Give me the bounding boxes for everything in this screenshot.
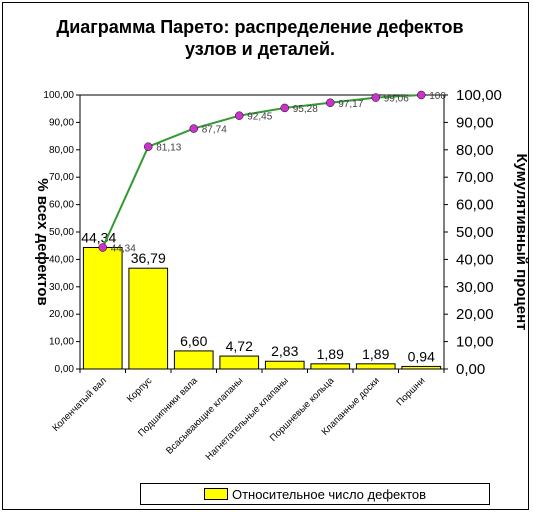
right-tick-label: 50,00: [456, 224, 494, 241]
cumulative-point: [326, 98, 335, 108]
cumulative-value-label: 81,13: [156, 143, 181, 154]
cumulative-value-label: 92,45: [247, 112, 272, 123]
cumulative-line: [101, 94, 422, 248]
right-tick-label: 100,00: [456, 87, 502, 104]
left-tick-label: 40,00: [49, 254, 74, 265]
bar-value-label: 2,83: [271, 343, 298, 359]
bar: [173, 350, 214, 370]
legend: Относительное число дефектов: [140, 483, 490, 505]
cumulative-point: [417, 90, 426, 100]
right-tick-label: 90,00: [456, 114, 494, 131]
bar: [82, 247, 123, 370]
right-tick-label: 70,00: [456, 169, 494, 186]
right-tick-label: 20,00: [456, 306, 494, 323]
bar: [264, 360, 305, 370]
category-label: Всасывающие клапаны: [164, 375, 245, 456]
legend-label: Относительное число дефектов: [231, 486, 427, 502]
category-label: Коленчатый вал: [50, 375, 108, 433]
cumulative-value-label: 100: [429, 91, 446, 102]
cumulative-value-label: 99,06: [384, 94, 409, 105]
cumulative-value-label: 97,17: [338, 99, 363, 110]
right-tick-label: 40,00: [456, 251, 494, 268]
cumulative-value-label: 95,28: [293, 104, 318, 115]
bar: [401, 365, 442, 370]
left-tick-label: 10,00: [49, 337, 74, 348]
chart-title: Диаграмма Парето: распределение дефектов…: [56, 17, 464, 59]
cumulative-point: [144, 142, 153, 151]
right-tick-label: 60,00: [456, 197, 494, 214]
cumulative-point: [235, 111, 244, 120]
bar-value-label: 44,34: [81, 230, 116, 246]
cumulative-point: [98, 243, 107, 252]
right-tick-label: 30,00: [456, 279, 494, 296]
left-tick-label: 30,00: [49, 282, 74, 293]
bar-value-label: 36,79: [131, 250, 166, 266]
legend-swatch: [203, 488, 228, 500]
bar: [219, 355, 260, 370]
right-tick-label: 80,00: [456, 142, 494, 159]
left-tick-label: 80,00: [49, 145, 74, 156]
left-tick-label: 0,00: [55, 364, 75, 375]
category-label: Нагнетательные клапаны: [204, 375, 291, 462]
category-label: Поршни: [394, 375, 427, 408]
left-tick-label: 70,00: [49, 172, 74, 183]
left-tick-label: 20,00: [49, 309, 74, 320]
y-axis-right-title: Кумулятивный процент: [513, 153, 530, 330]
y-axis-left-title: % всех дефектов: [34, 178, 51, 306]
right-tick-label: 0,00: [456, 361, 485, 378]
left-tick-label: 90,00: [49, 117, 74, 128]
bar: [355, 363, 396, 370]
cumulative-point: [189, 124, 198, 133]
bar-value-label: 1,89: [362, 346, 389, 362]
cumulative-point: [371, 93, 380, 102]
bar-value-label: 6,60: [180, 333, 207, 349]
cumulative-value-label: 44,34: [111, 244, 136, 255]
bar: [310, 363, 351, 370]
bar-value-label: 4,72: [226, 338, 253, 354]
bar-value-label: 0,94: [408, 348, 435, 364]
cumulative-point: [280, 103, 289, 113]
bar-value-label: 1,89: [317, 346, 344, 362]
left-tick-label: 100,00: [43, 90, 74, 101]
left-tick-label: 50,00: [49, 227, 74, 238]
right-tick-label: 10,00: [456, 334, 494, 351]
bar: [128, 267, 169, 370]
left-tick-label: 60,00: [49, 200, 74, 211]
category-label: Корпус: [125, 375, 155, 405]
cumulative-value-label: 87,74: [202, 125, 227, 136]
